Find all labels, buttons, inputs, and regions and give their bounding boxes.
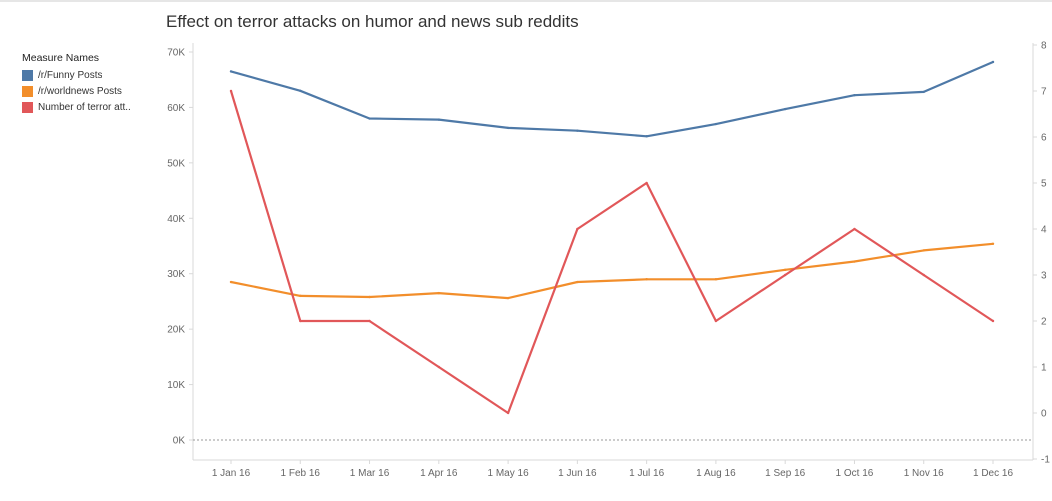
left-tick-label: 70K	[167, 48, 185, 59]
x-tick-label: 1 Jan 16	[212, 468, 251, 479]
x-tick-label: 1 Mar 16	[350, 468, 390, 479]
data-point-terror	[576, 227, 579, 231]
right-tick-label: 2	[1041, 317, 1047, 328]
data-point-terror	[853, 227, 856, 231]
legend-swatch-funny	[22, 69, 33, 81]
right-tick-label: 8	[1041, 41, 1047, 52]
legend-item-worldnews[interactable]: /r/worldnews Posts	[22, 83, 162, 99]
x-tick-label: 1 Nov 16	[904, 468, 944, 479]
right-tick-label: 0	[1041, 409, 1047, 420]
x-tick-label: 1 Sep 16	[765, 468, 805, 479]
left-tick-label: 10K	[167, 380, 185, 391]
right-tick-label: 4	[1041, 225, 1047, 236]
right-tick-label: 6	[1041, 133, 1047, 144]
data-point-funny	[853, 94, 856, 97]
data-point-worldnews	[368, 295, 371, 299]
series-line-funny	[229, 60, 995, 138]
right-tick-label: 1	[1041, 363, 1047, 374]
data-point-worldnews	[229, 280, 233, 284]
left-tick-label: 60K	[167, 103, 185, 114]
data-point-worldnews	[714, 278, 718, 281]
x-tick-label: 1 Dec 16	[973, 468, 1013, 479]
legend-swatch-worldnews	[22, 85, 33, 97]
legend-label-funny: /r/Funny Posts	[38, 69, 103, 81]
legend-label-terror: Number of terror att..	[38, 101, 131, 113]
data-point-worldnews	[506, 296, 510, 300]
x-tick-label: 1 Aug 16	[696, 468, 736, 479]
x-tick-label: 1 May 16	[488, 468, 530, 479]
right-tick-label: 7	[1041, 87, 1047, 98]
data-point-worldnews	[922, 249, 925, 252]
legend-item-funny[interactable]: /r/Funny Posts	[22, 67, 162, 83]
right-tick-label: -1	[1041, 455, 1050, 466]
left-tick-label: 30K	[167, 269, 185, 280]
data-point-terror	[437, 365, 441, 369]
right-tick-label: 3	[1041, 271, 1047, 282]
series-line-terror	[229, 89, 995, 415]
data-point-terror	[991, 319, 995, 323]
data-point-funny	[783, 107, 787, 111]
data-point-worldnews	[645, 278, 648, 281]
data-point-terror	[922, 273, 925, 277]
data-point-worldnews	[299, 294, 302, 298]
data-point-funny	[576, 129, 579, 132]
data-point-funny	[299, 89, 302, 93]
data-point-funny	[922, 90, 925, 94]
x-tick-label: 1 Jul 16	[629, 468, 664, 479]
data-point-terror	[783, 273, 787, 277]
data-point-terror	[645, 181, 648, 185]
data-point-worldnews	[437, 291, 441, 295]
legend: Measure Names /r/Funny Posts /r/worldnew…	[22, 52, 162, 115]
x-tick-label: 1 Apr 16	[420, 468, 458, 479]
data-point-funny	[368, 117, 371, 120]
data-point-funny	[229, 70, 233, 73]
data-point-worldnews	[576, 280, 579, 284]
data-point-funny	[437, 118, 441, 121]
left-tick-label: 0K	[173, 436, 186, 447]
right-tick-label: 5	[1041, 179, 1047, 190]
data-point-funny	[991, 60, 995, 64]
x-tick-label: 1 Oct 16	[836, 468, 874, 479]
data-point-funny	[506, 126, 510, 130]
x-tick-label: 1 Jun 16	[558, 468, 597, 479]
legend-item-terror[interactable]: Number of terror att..	[22, 99, 162, 115]
data-point-worldnews	[783, 268, 787, 272]
data-point-funny	[714, 122, 718, 126]
legend-label-worldnews: /r/worldnews Posts	[38, 85, 122, 97]
data-point-terror	[506, 411, 510, 415]
left-tick-label: 40K	[167, 214, 185, 225]
data-point-worldnews	[991, 242, 995, 245]
top-border	[0, 0, 1052, 2]
data-point-worldnews	[853, 260, 856, 263]
legend-title: Measure Names	[22, 52, 100, 64]
chart-title: Effect on terror attacks on humor and ne…	[166, 12, 579, 31]
legend-swatch-terror	[22, 101, 33, 113]
series-line-worldnews	[229, 242, 995, 300]
data-point-funny	[645, 135, 648, 138]
data-point-terror	[368, 319, 371, 323]
data-point-terror	[299, 319, 302, 323]
data-point-terror	[714, 319, 718, 323]
left-tick-label: 20K	[167, 325, 185, 336]
left-tick-label: 50K	[167, 158, 185, 169]
data-point-terror	[229, 89, 233, 93]
x-tick-label: 1 Feb 16	[281, 468, 321, 479]
